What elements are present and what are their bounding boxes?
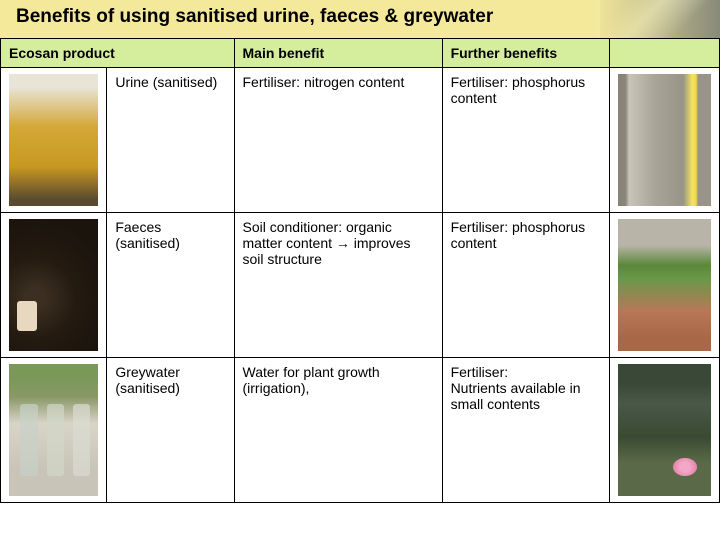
header-main: Main benefit: [234, 39, 442, 68]
table-header-row: Ecosan product Main benefit Further bene…: [1, 39, 720, 68]
greywater-bottles-image: [9, 364, 98, 496]
table-row: Faeces (sanitised) Soil conditioner: org…: [1, 213, 720, 358]
table-row: Urine (sanitised) Fertiliser: nitrogen c…: [1, 68, 720, 213]
row-image-right: [610, 358, 720, 503]
title-decor-image: [600, 0, 720, 38]
header-product: Ecosan product: [1, 39, 235, 68]
further-benefit: Fertiliser: Nutrients available in small…: [442, 358, 610, 503]
row-image-left: [1, 358, 107, 503]
urine-glass-image: [9, 74, 98, 206]
table-row: Greywater (sanitised) Water for plant gr…: [1, 358, 720, 503]
onion-roots-image: [618, 74, 711, 206]
row-image-left: [1, 213, 107, 358]
row-image-left: [1, 68, 107, 213]
main-benefit: Water for plant growth (irrigation),: [234, 358, 442, 503]
row-image-right: [610, 213, 720, 358]
faeces-image: [9, 219, 98, 351]
page-title: Benefits of using sanitised urine, faece…: [0, 0, 720, 38]
further-benefit: Fertiliser: phosphorus content: [442, 213, 610, 358]
title-text: Benefits of using sanitised urine, faece…: [16, 6, 493, 27]
row-image-right: [610, 68, 720, 213]
header-further: Further benefits: [442, 39, 610, 68]
lily-pond-image: [618, 364, 711, 496]
product-name: Greywater (sanitised): [107, 358, 234, 503]
header-blank: [610, 39, 720, 68]
further-benefit: Fertiliser: phosphorus content: [442, 68, 610, 213]
product-name: Faeces (sanitised): [107, 213, 234, 358]
main-benefit: Soil conditioner: organic matter content…: [234, 213, 442, 358]
pots-image: [618, 219, 711, 351]
product-name: Urine (sanitised): [107, 68, 234, 213]
main-benefit: Fertiliser: nitrogen content: [234, 68, 442, 213]
benefits-table: Ecosan product Main benefit Further bene…: [0, 38, 720, 503]
